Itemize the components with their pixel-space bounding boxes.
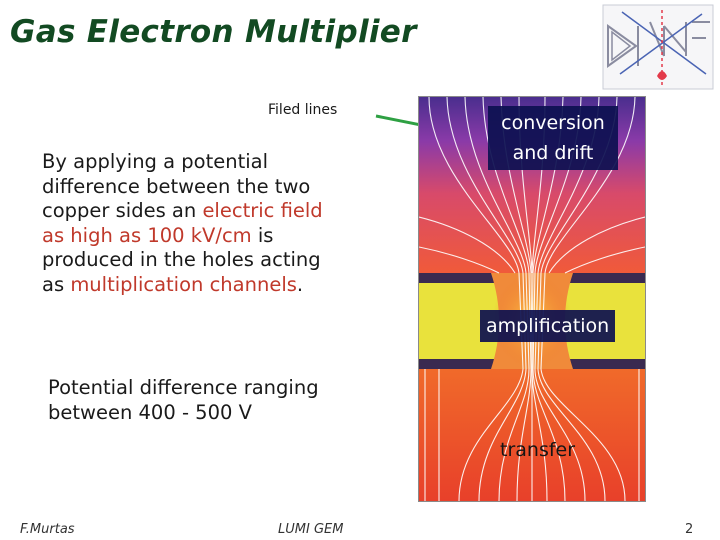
footer-author: F.Murtas bbox=[20, 522, 75, 537]
description-text: By applying a potential difference betwe… bbox=[42, 150, 342, 298]
page-number: 2 bbox=[685, 522, 694, 537]
field-lines-label: Filed lines bbox=[268, 102, 338, 118]
description-part-1: By applying a potential difference betwe… bbox=[42, 150, 311, 223]
description-part-3: . bbox=[296, 272, 304, 296]
electric-field-highlight: electric field as high as 100 kV/cm bbox=[42, 199, 323, 247]
footer-event: LUMI GEM bbox=[278, 522, 344, 537]
potential-difference-text: Potential difference ranging between 400… bbox=[48, 376, 319, 424]
amplification-label: amplification bbox=[480, 310, 616, 342]
lnf-logo bbox=[602, 4, 714, 90]
description-part-2: is produced in the holes acting as bbox=[42, 223, 321, 296]
slide-title: Gas Electron Multiplier bbox=[10, 14, 417, 50]
multiplication-highlight: multiplication channels bbox=[70, 272, 297, 296]
transfer-label: transfer bbox=[500, 439, 576, 461]
conversion-drift-label: conversion and drift bbox=[488, 106, 618, 170]
